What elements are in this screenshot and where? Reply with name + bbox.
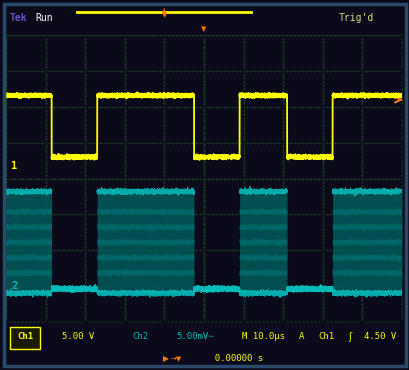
- Text: ʃ: ʃ: [348, 332, 351, 342]
- Text: ▶: ▶: [162, 354, 168, 363]
- Text: 4.50 V: 4.50 V: [363, 332, 396, 342]
- Text: 2: 2: [11, 281, 17, 291]
- Text: 0.00000 s: 0.00000 s: [204, 354, 263, 363]
- Text: 1: 1: [11, 161, 17, 171]
- Bar: [10, 327, 40, 349]
- Text: 5.00 V: 5.00 V: [61, 332, 94, 342]
- Text: Ch2: Ch2: [133, 332, 148, 342]
- Text: →▼: →▼: [170, 356, 181, 362]
- Text: A: A: [298, 332, 303, 342]
- Text: Tek: Tek: [10, 13, 28, 23]
- Text: ▼: ▼: [201, 26, 206, 32]
- Text: Ch1: Ch1: [318, 332, 334, 342]
- Text: ▲: ▲: [162, 9, 166, 13]
- Text: 5.00mV∼: 5.00mV∼: [176, 332, 213, 342]
- Text: Trig'd: Trig'd: [338, 13, 373, 23]
- Text: Ch1: Ch1: [17, 332, 33, 342]
- Text: M 10.0μs: M 10.0μs: [241, 332, 284, 342]
- Text: Run: Run: [36, 13, 53, 23]
- Text: ▼: ▼: [161, 13, 167, 18]
